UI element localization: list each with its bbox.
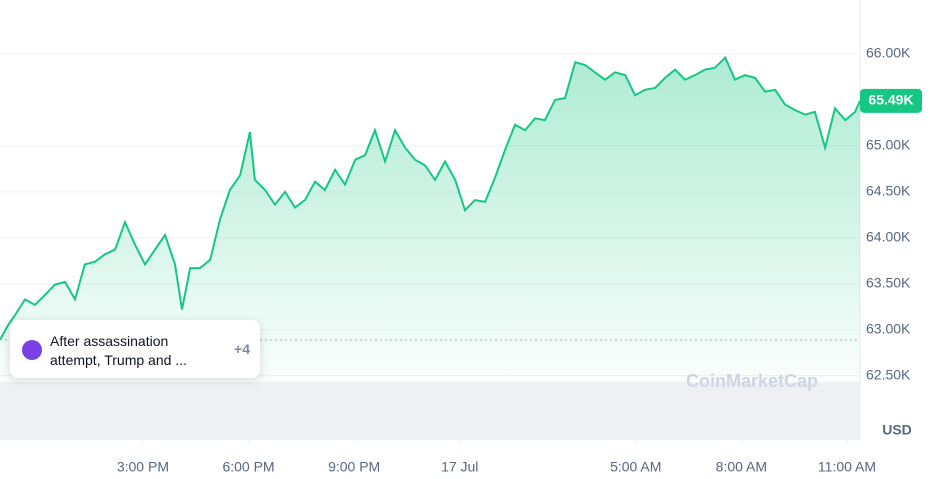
area [0, 57, 860, 382]
currency-label: USD [882, 422, 912, 438]
x-tick-label: 17 Jul [441, 459, 478, 475]
annotation-icon [22, 340, 42, 360]
x-tick-label: 6:00 PM [222, 459, 274, 475]
x-tick-label: 5:00 AM [610, 459, 661, 475]
current-price-badge [860, 88, 922, 113]
y-tick-label: 62.50K [866, 366, 911, 382]
y-tick-label: 63.50K [866, 274, 911, 290]
current-price-label: 65.49K [868, 92, 913, 108]
volume-area [0, 382, 860, 440]
annotation-text: After assassination attempt, Trump and .… [50, 333, 187, 368]
annotation-count: +4 [234, 341, 250, 357]
x-tick-label: 11:00 AM [818, 459, 876, 475]
y-tick-label: 63.00K [866, 320, 911, 336]
y-tick-label: 64.00K [866, 228, 911, 244]
price-line [0, 55, 861, 341]
y-tick-label: 66.00K [866, 45, 911, 61]
annotation[interactable]: After assassination attempt, Trump and .… [10, 320, 260, 378]
y-tick-label: 65.00K [866, 137, 911, 153]
y-tick-label: 64.50K [866, 183, 911, 199]
x-tick-label: 3:00 PM [117, 459, 169, 475]
x-tick-label: 9:00 PM [328, 459, 380, 475]
x-tick-label: 8:00 AM [716, 459, 767, 475]
